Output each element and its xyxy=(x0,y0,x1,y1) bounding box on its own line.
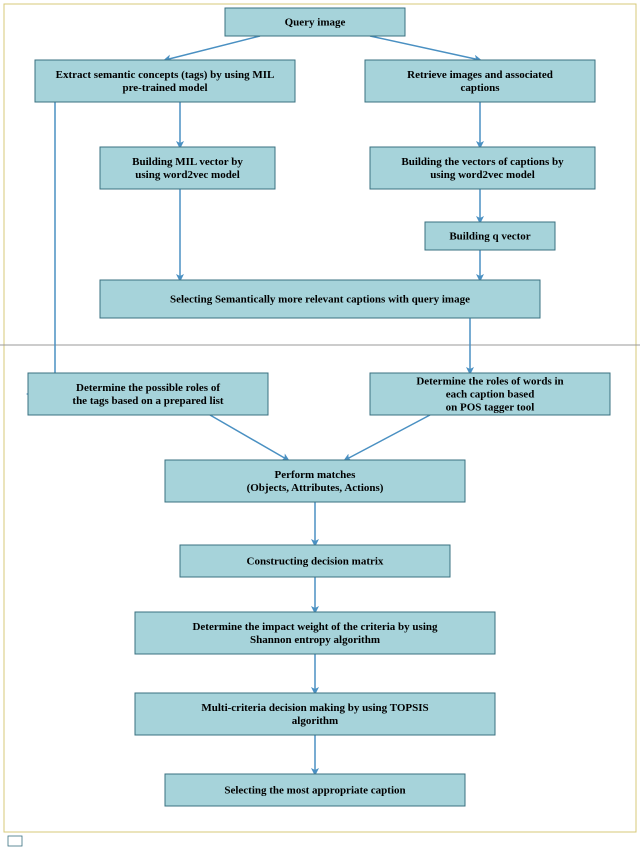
node-roles_tags-label: the tags based on a prepared list xyxy=(72,395,224,407)
node-query: Query image xyxy=(225,8,405,36)
node-matrix: Constructing decision matrix xyxy=(180,545,450,577)
node-topsis-label: Multi-criteria decision making by using … xyxy=(201,702,428,714)
node-retrieve-label: Retrieve images and associated xyxy=(407,69,553,81)
node-matrix-label: Constructing decision matrix xyxy=(247,556,384,568)
node-capvec: Building the vectors of captions byusing… xyxy=(370,147,595,189)
node-milvec: Building MIL vector byusing word2vec mod… xyxy=(100,147,275,189)
node-topsis-label: algorithm xyxy=(292,715,338,727)
node-select_rel: Selecting Semantically more relevant cap… xyxy=(100,280,540,318)
node-extract: Extract semantic concepts (tags) by usin… xyxy=(35,60,295,102)
node-roles_words-label: each caption based xyxy=(446,389,535,401)
node-retrieve-label: captions xyxy=(460,82,500,94)
node-roles_tags-label: Determine the possible roles of xyxy=(76,382,220,394)
edge-roles_words xyxy=(345,415,430,460)
node-entropy-label: Determine the impact weight of the crite… xyxy=(192,621,438,633)
node-extract-label: pre-trained model xyxy=(122,82,207,94)
nodes-group: Query image Extract semantic concepts (ta… xyxy=(28,8,610,806)
edge-query xyxy=(370,36,480,60)
node-matches: Perform matches(Objects, Attributes, Act… xyxy=(165,460,465,502)
page-note xyxy=(8,836,22,846)
node-qvec: Building q vector xyxy=(425,222,555,250)
node-roles_words-label: on POS tagger tool xyxy=(446,402,535,414)
node-capvec-label: using word2vec model xyxy=(430,169,535,181)
node-matches-label: Perform matches xyxy=(275,469,357,481)
node-roles_words: Determine the roles of words ineach capt… xyxy=(370,373,610,415)
edge-query xyxy=(165,36,260,60)
node-extract-label: Extract semantic concepts (tags) by usin… xyxy=(56,69,275,81)
node-roles_words-label: Determine the roles of words in xyxy=(416,376,563,388)
node-qvec-label: Building q vector xyxy=(449,231,530,243)
node-final-label: Selecting the most appropriate caption xyxy=(224,785,405,797)
node-matches-label: (Objects, Attributes, Actions) xyxy=(247,482,384,494)
node-retrieve: Retrieve images and associatedcaptions xyxy=(365,60,595,102)
edge-roles_tags xyxy=(210,415,288,460)
node-milvec-label: using word2vec model xyxy=(135,169,240,181)
node-entropy-label: Shannon entropy algorithm xyxy=(250,634,380,646)
flowchart-canvas: Query image Extract semantic concepts (ta… xyxy=(0,0,640,849)
node-capvec-label: Building the vectors of captions by xyxy=(401,156,564,168)
edge-extract xyxy=(28,102,55,394)
node-roles_tags: Determine the possible roles ofthe tags … xyxy=(28,373,268,415)
node-entropy: Determine the impact weight of the crite… xyxy=(135,612,495,654)
node-query-label: Query image xyxy=(285,17,346,29)
node-milvec-label: Building MIL vector by xyxy=(132,156,243,168)
node-final: Selecting the most appropriate caption xyxy=(165,774,465,806)
node-select_rel-label: Selecting Semantically more relevant cap… xyxy=(170,294,470,306)
node-topsis: Multi-criteria decision making by using … xyxy=(135,693,495,735)
